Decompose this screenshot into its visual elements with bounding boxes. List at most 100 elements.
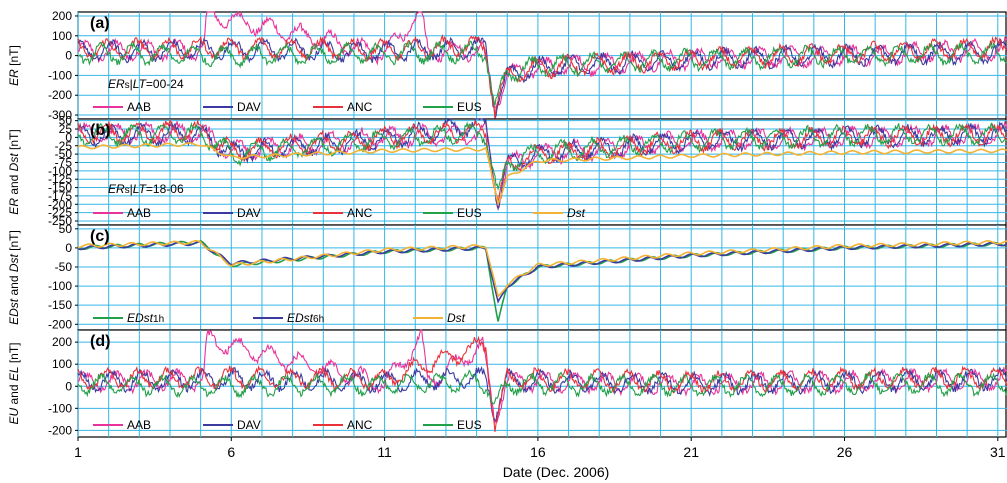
annotation-part: LT [133,77,148,91]
annotation-part: =18-06 [146,182,184,196]
panel-frame [77,329,1007,438]
annotation-part: =00-24 [146,77,184,91]
panel-label: (b) [90,122,110,139]
legend-label: EDst6h [287,311,324,325]
ylabel-part: Dst [7,253,21,272]
legend-label: ANC [347,100,373,114]
legend-label: AAB [127,418,151,432]
legend-label: Dst [567,206,586,220]
y-tick-label: -50 [55,147,73,161]
y-tick-label: -50 [55,260,73,274]
x-tick-label: 1 [74,444,82,460]
ylabel-part: [nT] [7,45,21,69]
panel-annotation: ERs|LT=00-24 [108,77,184,91]
y-tick-label: -200 [48,88,72,102]
legend-label: AAB [127,206,151,220]
y-tick-label: 0 [65,241,72,255]
legend-label: EUS [457,100,482,114]
x-axis-label: Date (Dec. 2006) [503,464,610,480]
ylabel-part: and [7,272,21,299]
series-line-ANC [77,118,1007,204]
y-axis-label: EU and EL [nT] [7,342,21,424]
series-line-DAV [77,36,1007,119]
y-axis-label: EDst and Dst [nT] [7,230,21,325]
panel-1: 50250-25-50-75-100-125-150-175-200-225-2… [7,114,1007,228]
y-tick-label: -100 [48,68,72,82]
ylabel-part: EL [7,366,21,381]
y-tick-label: 0 [65,130,72,144]
legend-label: AAB [127,100,151,114]
annotation-part: | [130,77,133,91]
x-tick-label: 21 [683,444,699,460]
legend-part: EDst [287,311,314,325]
y-tick-label: -75 [55,155,73,169]
ylabel-part: and [7,171,21,198]
series-line-DAV [77,366,1007,422]
legend-part: 1h [153,314,164,325]
y-tick-label: 200 [52,9,72,23]
y-tick-label: -200 [48,423,72,437]
legend-part: 6h [313,314,324,325]
y-tick-label: -100 [48,279,72,293]
panel-annotation: ERs|LT=18-06 [108,182,184,196]
legend-label: DAV [237,100,261,114]
y-tick-label: -175 [48,189,72,203]
y-tick-label: -250 [48,214,72,228]
series-line-Dst [77,142,1007,207]
y-tick-label: -125 [48,172,72,186]
annotation-part: s [125,185,130,196]
panel-label: (d) [90,333,110,350]
x-tick-label: 31 [990,444,1006,460]
y-axis-label: ER [nT] [7,45,21,86]
y-tick-label: -200 [48,317,72,331]
y-axis-label: ER and Dst [nT] [7,129,21,214]
annotation-part: ER [108,77,125,91]
legend-part: Dst [447,311,466,325]
x-tick-label: 16 [530,444,546,460]
x-tick-label: 11 [377,444,392,460]
annotation-part: ER [108,182,125,196]
series-line-ANC [77,335,1007,432]
y-tick-label: -225 [48,206,72,220]
ylabel-part: [nT] [7,342,21,366]
ylabel-part: Dst [7,153,21,172]
panel-3: 200 100 0 -100 -200 (d) AAB DAV ANC EUS EU and EL … [7,329,1007,438]
series-line-EUS [77,121,1007,192]
legend-label: EDst1h [127,311,164,325]
series-line-Dst [77,240,1007,298]
panel-2: 500-50-100-150-200(c)EDst1h EDst6h DstEDst… [7,222,1007,331]
ylabel-part: and [7,381,21,408]
series-line-AAB [77,329,1007,424]
annotation-part: | [130,182,133,196]
panel-label: (a) [90,15,110,32]
y-tick-label: -150 [48,181,72,195]
ylabel-part: [nT] [7,129,21,153]
y-tick-label: 0 [65,379,72,393]
y-tick-label: 200 [52,335,72,349]
legend-part: EDst [127,311,154,325]
legend-label: DAV [237,206,261,220]
y-tick-label: 50 [59,114,73,128]
ylabel-part: ER [7,69,21,86]
x-tick-label: 26 [837,444,853,460]
series-line-DAV [77,118,1007,211]
y-tick-label: 50 [59,222,73,236]
y-tick-label: -200 [48,197,72,211]
y-tick-label: -150 [48,298,72,312]
annotation-part: s [125,80,130,91]
annotation-part: LT [133,182,148,196]
y-tick-label: 0 [65,49,72,63]
ylabel-part: EU [7,408,21,425]
legend-label: EUS [457,206,482,220]
x-axis: 1 6 11 16 21 26 31 [74,437,1006,460]
y-tick-label: 100 [52,357,72,371]
series-line-AAB [77,120,1007,210]
panel-frame [77,11,1007,120]
y-tick-label: 25 [59,122,73,136]
x-tick-label: 6 [227,444,235,460]
y-tick-label: -25 [55,139,73,153]
series-line-EUS [77,369,1007,405]
y-tick-label: 100 [52,29,72,43]
